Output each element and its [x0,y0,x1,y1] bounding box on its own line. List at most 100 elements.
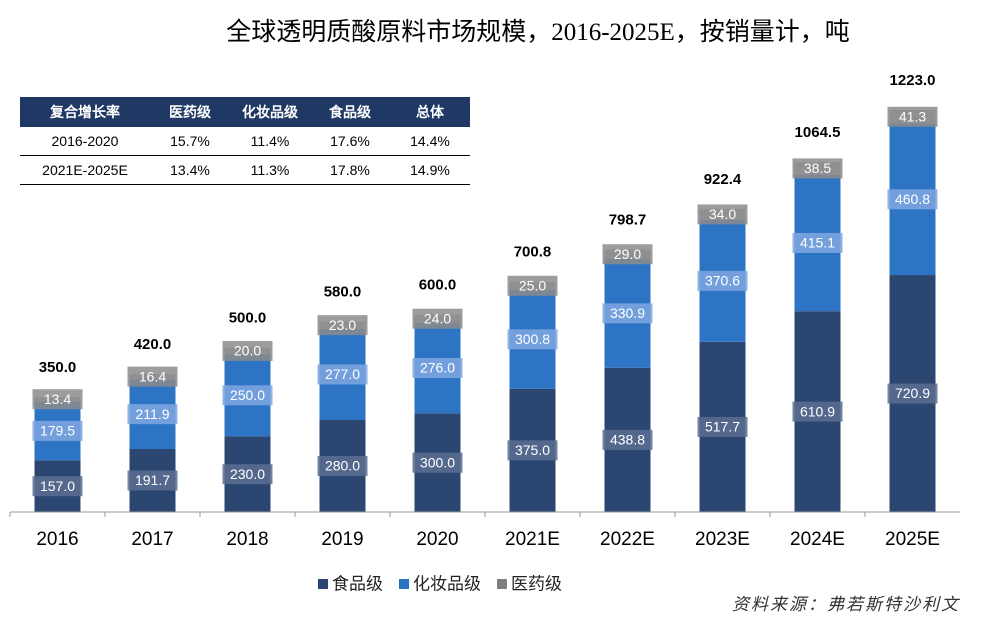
label-box [887,106,938,127]
total-label: 798.7 [609,211,647,228]
legend-label: 化妆品级 [413,574,481,593]
x-tick-label: 2018 [226,529,268,550]
x-tick-label: 2019 [321,529,363,550]
value-label: 610.9 [800,403,835,419]
label-box [792,232,843,253]
value-label: 16.4 [139,368,166,384]
header-cell: 医药级 [150,97,230,127]
value-label: 24.0 [424,310,451,326]
table-cell: 13.4% [150,155,230,185]
label-box [507,275,558,296]
header-cell: 化妆品级 [230,97,310,127]
label-box [697,270,748,291]
value-label: 41.3 [899,108,926,124]
label-box [792,158,843,179]
value-label: 370.6 [705,273,740,289]
label-box [507,329,558,350]
value-label: 20.0 [234,343,261,359]
label-box [32,389,83,410]
value-label: 720.9 [895,385,930,401]
label-box [317,315,368,336]
value-label: 211.9 [136,406,170,422]
value-label: 13.4 [44,391,71,407]
value-label: 179.5 [40,423,75,439]
value-label: 29.0 [614,246,641,262]
value-label: 438.8 [610,432,645,448]
table-cell: 11.4% [230,127,310,156]
label-box [792,401,843,422]
x-tick-label: 2016 [36,529,78,550]
label-box [602,303,653,324]
total-label: 500.0 [229,310,267,327]
header-cell: 食品级 [310,97,390,127]
legend-swatch [399,579,409,589]
table-cell: 11.3% [230,155,310,185]
table-cell: 14.9% [390,155,470,185]
label-box [412,308,463,329]
total-label: 600.0 [419,277,457,294]
label-box [222,464,273,485]
label-box [887,189,938,210]
legend-swatch [497,579,507,589]
label-box [887,383,938,404]
value-label: 25.0 [519,277,546,293]
label-box [222,385,273,406]
x-tick-label: 2017 [131,529,173,550]
cagr-table: 复合增长率 医药级 化妆品级 食品级 总体 2016-2020 15.7% 11.4% 17.6… [20,97,470,185]
value-label: 191.7 [135,472,170,488]
label-box [317,364,368,385]
value-label: 517.7 [705,419,740,435]
legend-label: 食品级 [332,574,383,593]
total-label: 700.8 [514,244,552,261]
legend-swatch [318,579,328,589]
table-cell: 17.6% [310,127,390,156]
total-label: 420.0 [134,336,172,353]
value-label: 330.9 [610,305,645,321]
value-label: 277.0 [325,366,360,382]
value-label: 23.0 [329,317,356,333]
table-cell: 2021E-2025E [20,155,150,185]
x-tick-label: 2023E [695,529,750,550]
label-box [127,470,178,491]
label-box [697,416,748,437]
source-note: 资料来源：弗若斯特沙利文 [732,595,960,614]
table-row: 2021E-2025E 13.4% 11.3% 17.8% 14.9% [20,155,470,185]
x-tick-label: 2021E [505,529,560,550]
label-box [697,204,748,225]
table-row: 2016-2020 15.7% 11.4% 17.6% 14.4% [20,127,470,156]
value-label: 280.0 [325,458,360,474]
value-label: 230.0 [230,466,265,482]
label-box [412,358,463,379]
label-box [32,476,83,497]
value-label: 250.0 [230,387,265,403]
table-header: 复合增长率 医药级 化妆品级 食品级 总体 [20,97,470,127]
label-box [127,404,178,425]
value-label: 38.5 [804,160,831,176]
total-label: 1223.0 [890,72,936,89]
label-box [317,455,368,476]
label-box [412,452,463,473]
total-label: 922.4 [704,171,742,188]
chart-title: 全球透明质酸原料市场规模，2016-2025E，按销量计，吨 [226,19,850,46]
label-box [222,340,273,361]
label-box [602,244,653,265]
value-label: 157.0 [40,478,75,494]
total-label: 1064.5 [795,124,841,141]
label-box [602,429,653,450]
table-cell: 15.7% [150,127,230,156]
x-tick-label: 2024E [790,529,845,550]
x-tick-label: 2025E [885,529,940,550]
x-tick-label: 2022E [600,529,655,550]
value-label: 375.0 [515,442,550,458]
value-label: 34.0 [709,206,736,222]
value-label: 415.1 [800,235,835,251]
header-cell: 总体 [390,97,470,127]
value-label: 276.0 [420,360,455,376]
total-label: 580.0 [324,283,362,300]
label-box [32,420,83,441]
header-cell: 复合增长率 [20,97,150,127]
label-box [127,366,178,387]
table-cell: 2016-2020 [20,127,150,156]
